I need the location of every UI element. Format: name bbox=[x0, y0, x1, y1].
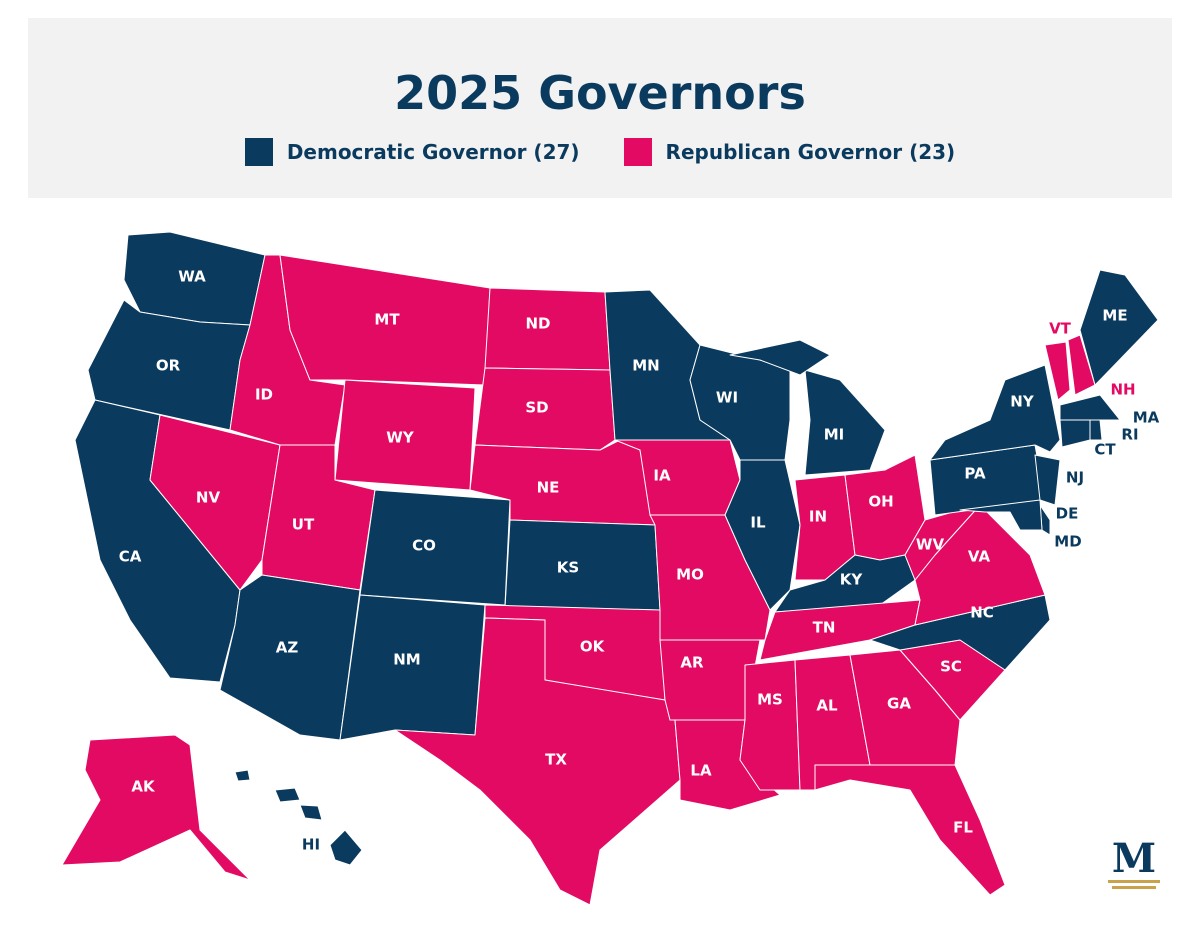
state bbox=[219, 574, 361, 741]
state-label: AL bbox=[816, 697, 838, 715]
state-label: ID bbox=[255, 386, 273, 404]
logo-line bbox=[1112, 886, 1156, 889]
state bbox=[739, 659, 801, 791]
state-label: MN bbox=[632, 357, 659, 375]
state-label: ME bbox=[1102, 307, 1127, 325]
state bbox=[1034, 454, 1061, 506]
state-label: NM bbox=[393, 651, 420, 669]
legend-swatch bbox=[244, 138, 273, 166]
state-label: UT bbox=[292, 516, 315, 534]
state-label: NV bbox=[196, 489, 221, 507]
state-label: IN bbox=[809, 508, 827, 526]
state-label: WA bbox=[178, 268, 206, 286]
state-label: TX bbox=[545, 751, 567, 769]
states bbox=[61, 231, 1159, 906]
state bbox=[1079, 269, 1159, 386]
state-label: RI bbox=[1121, 426, 1138, 444]
legend-label: Democratic Governor (27) bbox=[286, 140, 580, 164]
state-label: FL bbox=[953, 819, 973, 837]
state bbox=[299, 804, 323, 821]
legend-item: Democratic Governor (27) bbox=[244, 138, 580, 166]
legend-swatch bbox=[623, 138, 652, 166]
state bbox=[504, 519, 661, 611]
state-label: NJ bbox=[1066, 469, 1084, 487]
state-label: IA bbox=[653, 467, 671, 485]
state bbox=[724, 459, 801, 611]
state-label: OH bbox=[868, 493, 893, 511]
state bbox=[729, 339, 831, 376]
state-label: LA bbox=[690, 762, 712, 780]
state bbox=[1059, 394, 1121, 421]
state bbox=[274, 787, 301, 803]
state bbox=[61, 734, 251, 881]
state bbox=[1089, 419, 1103, 441]
state bbox=[959, 499, 1043, 531]
state-label: HI bbox=[302, 836, 320, 854]
legend-item: Republican Governor (23) bbox=[623, 138, 956, 166]
state-label: KY bbox=[840, 571, 864, 589]
labels: WA OR CA NV ID MT WY UT CO AZ NM ND SD NE KS OK TX MN IA MO… bbox=[119, 268, 1160, 854]
state bbox=[394, 617, 681, 906]
state-label: VA bbox=[968, 548, 991, 566]
state-label: CO bbox=[412, 537, 436, 555]
state-label: MS bbox=[757, 691, 783, 709]
state-label: NE bbox=[537, 479, 560, 497]
logo-line bbox=[1108, 880, 1160, 883]
state-label: SC bbox=[940, 658, 962, 676]
state-label: KS bbox=[557, 559, 579, 577]
logo: M bbox=[1108, 835, 1160, 889]
state bbox=[234, 769, 251, 782]
legend: Democratic Governor (27) Republican Gover… bbox=[28, 138, 1172, 166]
logo-mark: M bbox=[1112, 835, 1156, 882]
state-label: MI bbox=[824, 426, 845, 444]
state-label: NH bbox=[1110, 381, 1135, 399]
state bbox=[1059, 419, 1091, 448]
state-label: OK bbox=[580, 638, 606, 656]
state-label: AZ bbox=[276, 639, 299, 657]
state-label: NC bbox=[970, 604, 994, 622]
state-label: MT bbox=[374, 311, 400, 329]
state-label: CA bbox=[119, 548, 142, 566]
state-label: NY bbox=[1010, 393, 1035, 411]
state-label: WI bbox=[716, 389, 738, 407]
state-label: TN bbox=[813, 619, 836, 637]
state bbox=[329, 829, 363, 866]
state-label: CT bbox=[1094, 441, 1116, 459]
state-label: MD bbox=[1054, 533, 1081, 551]
legend-label: Republican Governor (23) bbox=[665, 140, 956, 164]
state bbox=[929, 364, 1061, 461]
state bbox=[474, 367, 616, 451]
state bbox=[804, 369, 886, 476]
state-label: GA bbox=[887, 695, 911, 713]
state-label: WV bbox=[916, 536, 945, 554]
state-label: WY bbox=[386, 429, 415, 447]
state-label: AR bbox=[680, 654, 704, 672]
state-label: MA bbox=[1133, 409, 1160, 427]
state-label: SD bbox=[525, 399, 548, 417]
state-label: ND bbox=[525, 315, 550, 333]
state bbox=[814, 764, 1006, 896]
title: 2025 Governors bbox=[394, 66, 806, 120]
state-label: VT bbox=[1049, 320, 1072, 338]
state-label: DE bbox=[1056, 505, 1079, 523]
state-label: IL bbox=[750, 514, 766, 532]
state-label: OR bbox=[156, 357, 181, 375]
state bbox=[149, 414, 281, 591]
state bbox=[1044, 341, 1071, 401]
state-label: AK bbox=[131, 778, 156, 796]
state-label: MO bbox=[676, 566, 704, 584]
state-label: PA bbox=[964, 465, 986, 483]
header: 2025 Governors Democratic Governor (27) R… bbox=[28, 18, 1172, 198]
